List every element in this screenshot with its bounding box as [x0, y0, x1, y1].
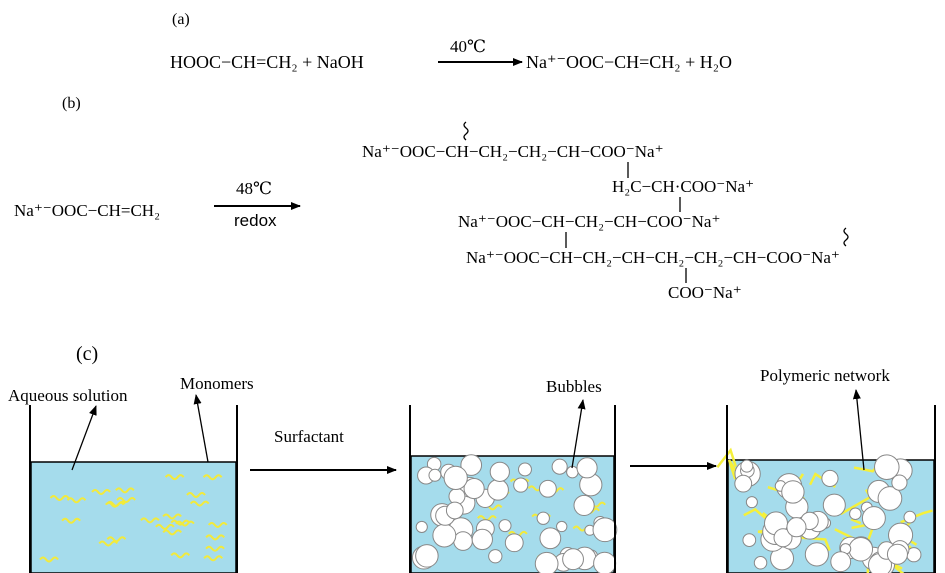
- condition-a: 40℃: [450, 37, 486, 56]
- bubble: [574, 495, 594, 515]
- pointer-arrow: [72, 406, 96, 470]
- polymer-line: COO⁻Na⁺: [668, 283, 742, 302]
- bubble: [743, 534, 756, 547]
- bubble: [539, 480, 556, 497]
- polymer-line: Na⁺⁻OOC−CH−CH₂−CH−CH₂−CH₂−CH−COO⁻Na⁺: [466, 248, 840, 267]
- monomer: Na⁺⁻OOC−CH=CH₂: [14, 201, 160, 220]
- pointer-arrow: [856, 390, 864, 470]
- bubble: [537, 512, 549, 524]
- products: Na⁺⁻OOC−CH=CH₂ + H₂O: [526, 52, 732, 72]
- bubble: [887, 544, 907, 564]
- bubble: [540, 528, 561, 549]
- bubble: [563, 549, 584, 570]
- network-label: Polymeric network: [760, 366, 890, 385]
- monomers-label: Monomers: [180, 374, 254, 393]
- pointer-arrow: [196, 395, 208, 462]
- bubble: [433, 524, 456, 547]
- bubble: [593, 518, 617, 542]
- figure: (a) HOOC−CH=CH₂ + NaOH 40℃ Na⁺⁻OOC−CH=CH…: [0, 0, 945, 573]
- bubble: [831, 552, 851, 572]
- polymer-line: Na⁺⁻OOC−CH−CH₂−CH−COO⁻Na⁺: [458, 212, 720, 231]
- reactants: HOOC−CH=CH₂ + NaOH: [170, 52, 364, 72]
- surfactant-label: Surfactant: [274, 427, 344, 446]
- polymer-line: Na⁺⁻OOC−CH−CH₂−CH₂−CH−COO⁻Na⁺: [362, 142, 664, 161]
- bubble: [416, 521, 427, 532]
- bubble: [822, 470, 838, 486]
- bubble: [429, 469, 441, 481]
- bubble: [754, 557, 766, 569]
- bubble: [850, 508, 861, 519]
- bubble: [489, 550, 502, 563]
- bubble: [823, 494, 845, 516]
- bubble: [416, 545, 439, 568]
- bubble: [535, 552, 558, 573]
- bubble: [904, 511, 916, 523]
- bubble: [514, 478, 528, 492]
- temperature-b: 48℃: [236, 179, 272, 198]
- bubble: [849, 537, 873, 561]
- bubble: [499, 520, 511, 532]
- bubble: [746, 497, 757, 508]
- aqueous-label: Aqueous solution: [8, 386, 128, 405]
- bubble: [488, 479, 509, 500]
- bubble: [472, 529, 492, 549]
- label-a: (a): [172, 11, 190, 28]
- bubble: [552, 459, 567, 474]
- bubble: [787, 518, 806, 537]
- label-c: (c): [76, 343, 98, 365]
- bubble: [782, 481, 804, 503]
- redox: redox: [234, 211, 277, 230]
- bubble: [454, 532, 473, 551]
- bubbles-label: Bubbles: [546, 377, 602, 396]
- bubble: [741, 460, 753, 472]
- bubble: [490, 462, 509, 481]
- bubble: [805, 543, 828, 566]
- bubble: [577, 458, 597, 478]
- bubble: [444, 466, 467, 489]
- squiggle-bond: [844, 228, 848, 246]
- bubble: [446, 502, 463, 519]
- bubble: [519, 463, 532, 476]
- bubble: [594, 552, 616, 573]
- bubble: [557, 521, 567, 531]
- squiggle-bond: [464, 122, 468, 140]
- bubble: [735, 475, 752, 492]
- bubble: [862, 507, 885, 530]
- bubble: [505, 534, 523, 552]
- polymer-line: H₂C−CH·COO⁻Na⁺: [612, 177, 754, 196]
- label-b: (b): [62, 95, 81, 112]
- bubble: [892, 475, 907, 490]
